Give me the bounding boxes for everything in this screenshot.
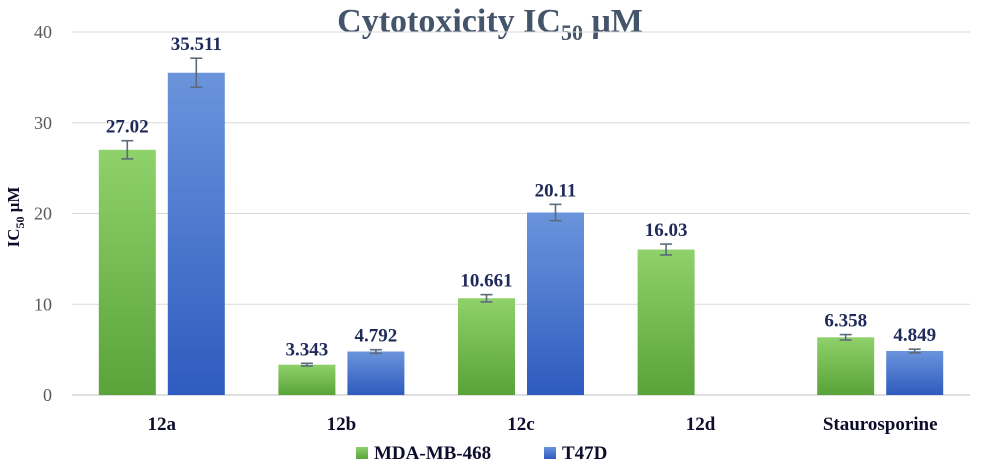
y-axis-label-main: IC	[4, 229, 23, 248]
y-axis-ticks: 0 10 20 30 40	[34, 22, 52, 405]
legend-label: MDA-MB-468	[374, 443, 491, 464]
bar-t47d-12a	[167, 72, 225, 396]
y-axis-label-subscript: 50	[13, 217, 27, 229]
bar-t47d-staurosporine	[886, 350, 944, 395]
bar-mda-mb-468-12d	[637, 249, 695, 395]
error-bar	[908, 348, 921, 354]
legend-swatch	[544, 447, 556, 459]
x-tick-label: 12b	[327, 414, 357, 435]
data-labels: 27.02 35.511 3.343 4.792 10.661 20.11 16.03 6.3…	[106, 34, 936, 360]
legend-item: T47D	[544, 443, 607, 464]
data-label: 4.849	[893, 325, 936, 346]
y-tick-label: 0	[43, 385, 52, 405]
legend-label: T47D	[562, 443, 607, 464]
error-bar	[121, 139, 134, 160]
legend-swatch	[356, 447, 368, 459]
error-bar	[549, 203, 562, 222]
legend-item: MDA-MB-468	[356, 443, 491, 464]
data-label: 3.343	[286, 339, 329, 360]
error-bar	[190, 57, 203, 89]
bar-mda-mb-468-12b	[278, 364, 336, 395]
x-tick-label: 12a	[148, 414, 177, 435]
y-tick-label: 30	[34, 113, 52, 133]
x-tick-label: Staurosporine	[823, 414, 938, 435]
x-tick-label: 12d	[686, 414, 716, 435]
chart-title-main: Cytotoxicity IC	[337, 3, 561, 40]
y-axis-label-suffix: μM	[4, 187, 23, 217]
error-bar	[660, 243, 673, 256]
x-tick-label: 12c	[507, 414, 534, 435]
data-label: 4.792	[355, 326, 398, 347]
error-bar	[839, 333, 852, 341]
bars	[98, 57, 944, 396]
y-tick-label: 20	[34, 204, 52, 224]
y-tick-label: 40	[34, 22, 52, 42]
data-label: 20.11	[535, 180, 577, 201]
data-label: 10.661	[460, 271, 512, 292]
x-axis-ticks: 12a 12b 12c 12d Staurosporine	[148, 414, 938, 435]
bar-mda-mb-468-staurosporine	[817, 337, 875, 395]
error-bar	[480, 293, 493, 303]
data-label: 27.02	[106, 117, 149, 138]
y-axis-label: IC50 μM	[4, 187, 27, 248]
data-label: 35.511	[171, 34, 222, 55]
data-label: 6.358	[824, 311, 867, 332]
bar-mda-mb-468-12a	[98, 149, 156, 395]
bar-mda-mb-468-12c	[458, 298, 515, 395]
chart-title-suffix: μM	[583, 3, 643, 40]
error-bar	[369, 348, 382, 355]
chart-title: Cytotoxicity IC50 μM	[337, 3, 643, 45]
y-tick-label: 10	[34, 294, 52, 314]
data-label: 16.03	[645, 220, 688, 241]
bar-t47d-12b	[347, 351, 405, 395]
error-bar	[300, 362, 313, 367]
bar-t47d-12c	[527, 212, 584, 395]
legend: MDA-MB-468 T47D	[356, 443, 607, 464]
